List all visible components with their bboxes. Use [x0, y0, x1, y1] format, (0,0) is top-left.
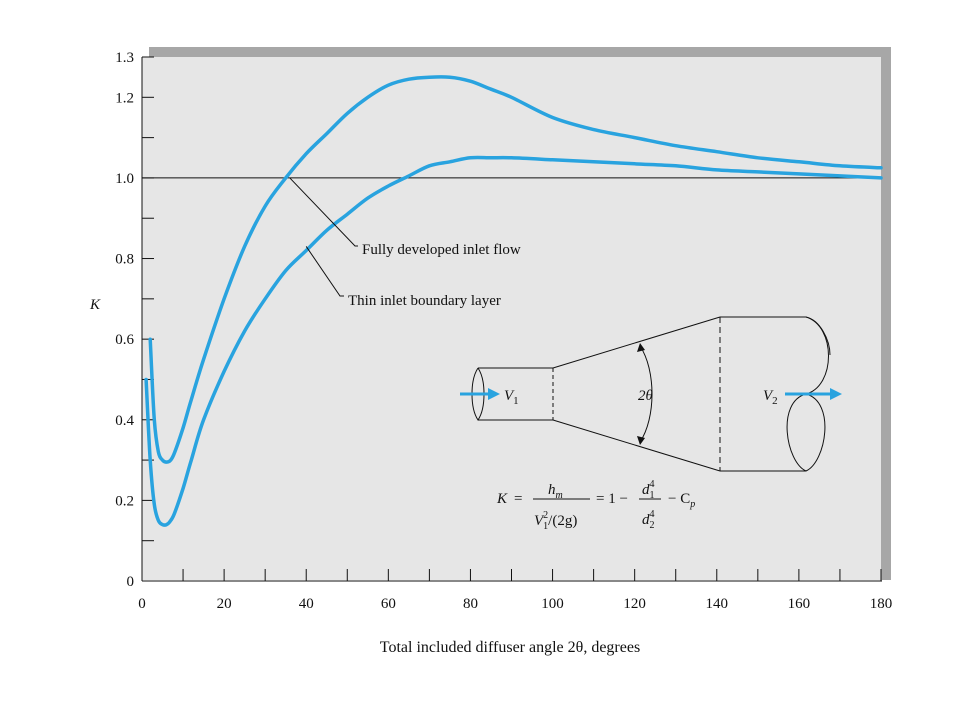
formula-lhs: K — [496, 491, 508, 507]
x-tick-label: 40 — [299, 596, 314, 612]
outlet-pipe-end-rim — [805, 316, 831, 356]
diffuser-wall-top — [552, 316, 721, 369]
y-tick-label: 0.2 — [115, 493, 134, 509]
y-tick-label: 1.0 — [115, 171, 134, 187]
inlet-flow-arrowhead — [488, 388, 500, 400]
annotation-label: Fully developed inlet flow — [362, 242, 521, 258]
y-tick-label: 0.4 — [115, 413, 134, 429]
outlet-flow-arrowhead — [830, 388, 842, 400]
x-tick-label: 180 — [870, 596, 893, 612]
y-tick-label: 0.6 — [115, 332, 134, 348]
x-tick-label: 160 — [788, 596, 811, 612]
angle-label: 2θ — [638, 388, 654, 404]
series-line-1 — [148, 75, 883, 464]
x-tick-label: 80 — [463, 596, 478, 612]
x-tick-label: 0 — [138, 596, 146, 612]
v1-label: V1 — [504, 388, 519, 407]
formula-d2: d4 2 — [642, 509, 655, 531]
formula-numerator: hm — [548, 482, 563, 501]
x-tick-label: 100 — [541, 596, 564, 612]
formula-middle: = 1 − — [596, 491, 628, 507]
series-layer — [144, 75, 883, 527]
plot-area — [142, 57, 881, 580]
loss-coefficient-formula: K = hm V2 1/(2g) = 1 − d4 1 d4 2 − Cp — [496, 479, 695, 532]
v2-label: V2 — [763, 388, 778, 407]
x-axis-title: Total included diffuser angle 2θ, degree… — [380, 639, 640, 656]
outlet-pipe-end — [786, 316, 829, 472]
formula-d1: d4 1 — [642, 479, 655, 501]
angle-arc — [639, 345, 653, 443]
y-tick-label: 0.8 — [115, 252, 134, 268]
formula-tail: − Cp — [668, 491, 695, 510]
formula-denominator: V2 1/(2g) — [534, 510, 577, 532]
x-tick-label: 20 — [217, 596, 232, 612]
x-tick-label: 60 — [381, 596, 396, 612]
y-tick-label: 0 — [127, 574, 135, 590]
x-tick-label: 120 — [623, 596, 646, 612]
inlet-pipe-end — [471, 367, 485, 421]
annotation-leader — [305, 246, 344, 297]
formula-equals: = — [514, 491, 522, 507]
angle-arrowhead-bottom — [637, 436, 645, 445]
annotation-leader — [289, 177, 358, 247]
x-tick-label: 140 — [706, 596, 729, 612]
annotation-label: Thin inlet boundary layer — [348, 293, 501, 309]
angle-arrowhead-top — [637, 343, 645, 352]
y-tick-label: 1.3 — [115, 50, 134, 66]
annotation-layer: Fully developed inlet flow Thin inlet bou… — [289, 177, 521, 309]
y-axis-ticks: 0 0.2 0.4 0.6 0.8 1.0 1.2 1.3 — [115, 50, 154, 590]
y-tick-label: 1.2 — [115, 90, 134, 106]
diffuser-wall-bottom — [552, 419, 721, 472]
x-axis-ticks: 0 20 40 60 80 100 120 140 160 180 — [138, 569, 892, 612]
diffuser-diagram: V1 2θ V2 — [460, 316, 842, 472]
series-line-2 — [144, 155, 883, 527]
y-axis-title: K — [89, 297, 101, 313]
